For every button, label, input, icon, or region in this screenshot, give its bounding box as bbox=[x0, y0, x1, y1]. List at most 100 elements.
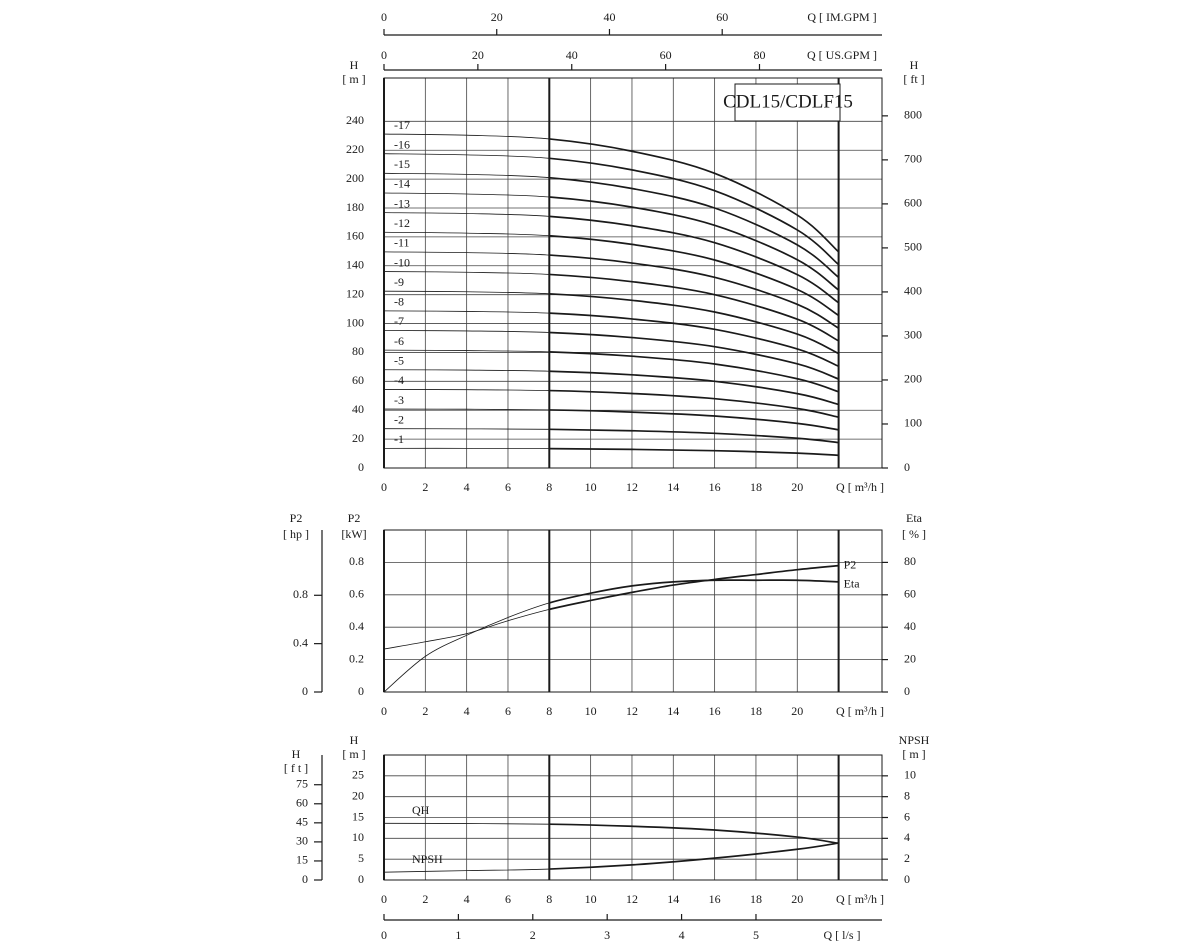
y2-tick-label: 20 bbox=[904, 651, 916, 665]
curve-bold bbox=[549, 138, 840, 253]
series-label: -15 bbox=[394, 157, 410, 171]
outer-axis-label: P2 bbox=[290, 511, 303, 525]
y-axis-unit: [ m ] bbox=[342, 72, 365, 86]
series-label: Eta bbox=[844, 577, 861, 591]
y2-tick-label: 200 bbox=[904, 372, 922, 386]
curve-bold bbox=[549, 428, 839, 444]
x-tick-label: 20 bbox=[791, 480, 803, 494]
secondary-tick-label: 80 bbox=[753, 48, 765, 62]
x-tick-label: 10 bbox=[585, 892, 597, 906]
y2-tick-label: 6 bbox=[904, 809, 910, 823]
outer-tick-label: 0 bbox=[302, 872, 308, 886]
y-axis-unit: [kW] bbox=[341, 527, 366, 541]
y-tick-label: 160 bbox=[346, 229, 364, 243]
y-axis-label: H bbox=[350, 733, 359, 747]
y2-tick-label: 10 bbox=[904, 768, 916, 782]
y-tick-label: 25 bbox=[352, 768, 364, 782]
y-tick-label: 15 bbox=[352, 809, 364, 823]
x-tick-label: 0 bbox=[381, 704, 387, 718]
y-tick-label: 140 bbox=[346, 258, 364, 272]
y-tick-label: 20 bbox=[352, 431, 364, 445]
curve-thin bbox=[383, 290, 550, 295]
y2-tick-label: 0 bbox=[904, 684, 910, 698]
y-tick-label: 40 bbox=[352, 402, 364, 416]
secondary-axis-label: Q [ US.GPM ] bbox=[807, 48, 877, 62]
y2-tick-label: 60 bbox=[904, 587, 916, 601]
series-label: -1 bbox=[394, 432, 404, 446]
x-tick-label: 20 bbox=[791, 892, 803, 906]
x-tick-label: 8 bbox=[546, 892, 552, 906]
x-axis-label: Q [ m³/h ] bbox=[836, 704, 884, 718]
x-tick-label: 0 bbox=[381, 480, 387, 494]
curve-bold bbox=[549, 176, 840, 279]
y-tick-label: 0.6 bbox=[349, 587, 364, 601]
curve-thin bbox=[383, 389, 550, 391]
x-tick-label: 20 bbox=[791, 704, 803, 718]
curve-thin bbox=[383, 349, 550, 353]
secondary-tick-label: 2 bbox=[530, 928, 536, 942]
y-tick-label: 0.4 bbox=[349, 619, 364, 633]
secondary-axis-label: Q [ l/s ] bbox=[824, 928, 861, 942]
x-tick-label: 12 bbox=[626, 892, 638, 906]
x-tick-label: 6 bbox=[505, 892, 511, 906]
y2-tick-label: 700 bbox=[904, 152, 922, 166]
series-label: -16 bbox=[394, 137, 410, 151]
curve-bold bbox=[549, 564, 839, 611]
curve-bold bbox=[549, 254, 840, 329]
y2-axis-label: Eta bbox=[906, 511, 923, 525]
curve-bold bbox=[549, 842, 839, 870]
curve-thin bbox=[383, 310, 550, 314]
curve-thin bbox=[383, 192, 550, 198]
y-tick-label: 200 bbox=[346, 171, 364, 185]
x-tick-label: 4 bbox=[464, 892, 470, 906]
x-tick-label: 8 bbox=[546, 704, 552, 718]
series-label: -9 bbox=[394, 275, 404, 289]
secondary-axis-label: Q [ IM.GPM ] bbox=[807, 10, 876, 24]
chart-title: CDL15/CDLF15 bbox=[723, 91, 853, 112]
secondary-tick-label: 4 bbox=[679, 928, 685, 942]
series-label: -5 bbox=[394, 354, 404, 368]
x-tick-label: 16 bbox=[709, 480, 721, 494]
curve-thin bbox=[383, 428, 550, 430]
x-tick-label: 16 bbox=[709, 704, 721, 718]
series-label: NPSH bbox=[412, 852, 443, 866]
secondary-tick-label: 0 bbox=[381, 928, 387, 942]
x-axis-label: Q [ m³/h ] bbox=[836, 892, 884, 906]
outer-tick-label: 0.8 bbox=[293, 587, 308, 601]
outer-tick-label: 0.4 bbox=[293, 635, 308, 649]
y2-tick-label: 4 bbox=[904, 830, 910, 844]
secondary-tick-label: 40 bbox=[603, 10, 615, 24]
curve-bold bbox=[549, 234, 840, 317]
y-tick-label: 0 bbox=[358, 460, 364, 474]
secondary-tick-label: 0 bbox=[381, 10, 387, 24]
curve-thin bbox=[383, 251, 550, 256]
y-tick-label: 100 bbox=[346, 315, 364, 329]
y2-tick-label: 500 bbox=[904, 240, 922, 254]
series-label: -13 bbox=[394, 196, 410, 210]
outer-tick-label: 45 bbox=[296, 815, 308, 829]
curve-thin bbox=[383, 212, 550, 217]
x-tick-label: 8 bbox=[546, 480, 552, 494]
y2-tick-label: 8 bbox=[904, 788, 910, 802]
y2-tick-label: 0 bbox=[904, 872, 910, 886]
secondary-tick-label: 20 bbox=[472, 48, 484, 62]
x-tick-label: 14 bbox=[667, 704, 679, 718]
y2-tick-label: 100 bbox=[904, 416, 922, 430]
curve-thin bbox=[383, 608, 550, 650]
x-tick-label: 6 bbox=[505, 704, 511, 718]
x-tick-label: 10 bbox=[585, 704, 597, 718]
series-label: -7 bbox=[394, 314, 404, 328]
y-axis-unit: [ m ] bbox=[342, 747, 365, 761]
curve-bold bbox=[549, 389, 839, 418]
secondary-tick-label: 3 bbox=[604, 928, 610, 942]
x-tick-label: 18 bbox=[750, 480, 762, 494]
series-label: -14 bbox=[394, 177, 410, 191]
series-label: -17 bbox=[394, 118, 410, 132]
y2-axis-unit: [ m ] bbox=[902, 747, 925, 761]
curve-thin bbox=[383, 231, 550, 237]
y2-tick-label: 800 bbox=[904, 108, 922, 122]
curve-bold bbox=[549, 157, 840, 266]
secondary-tick-label: 20 bbox=[491, 10, 503, 24]
y-tick-label: 0.8 bbox=[349, 554, 364, 568]
